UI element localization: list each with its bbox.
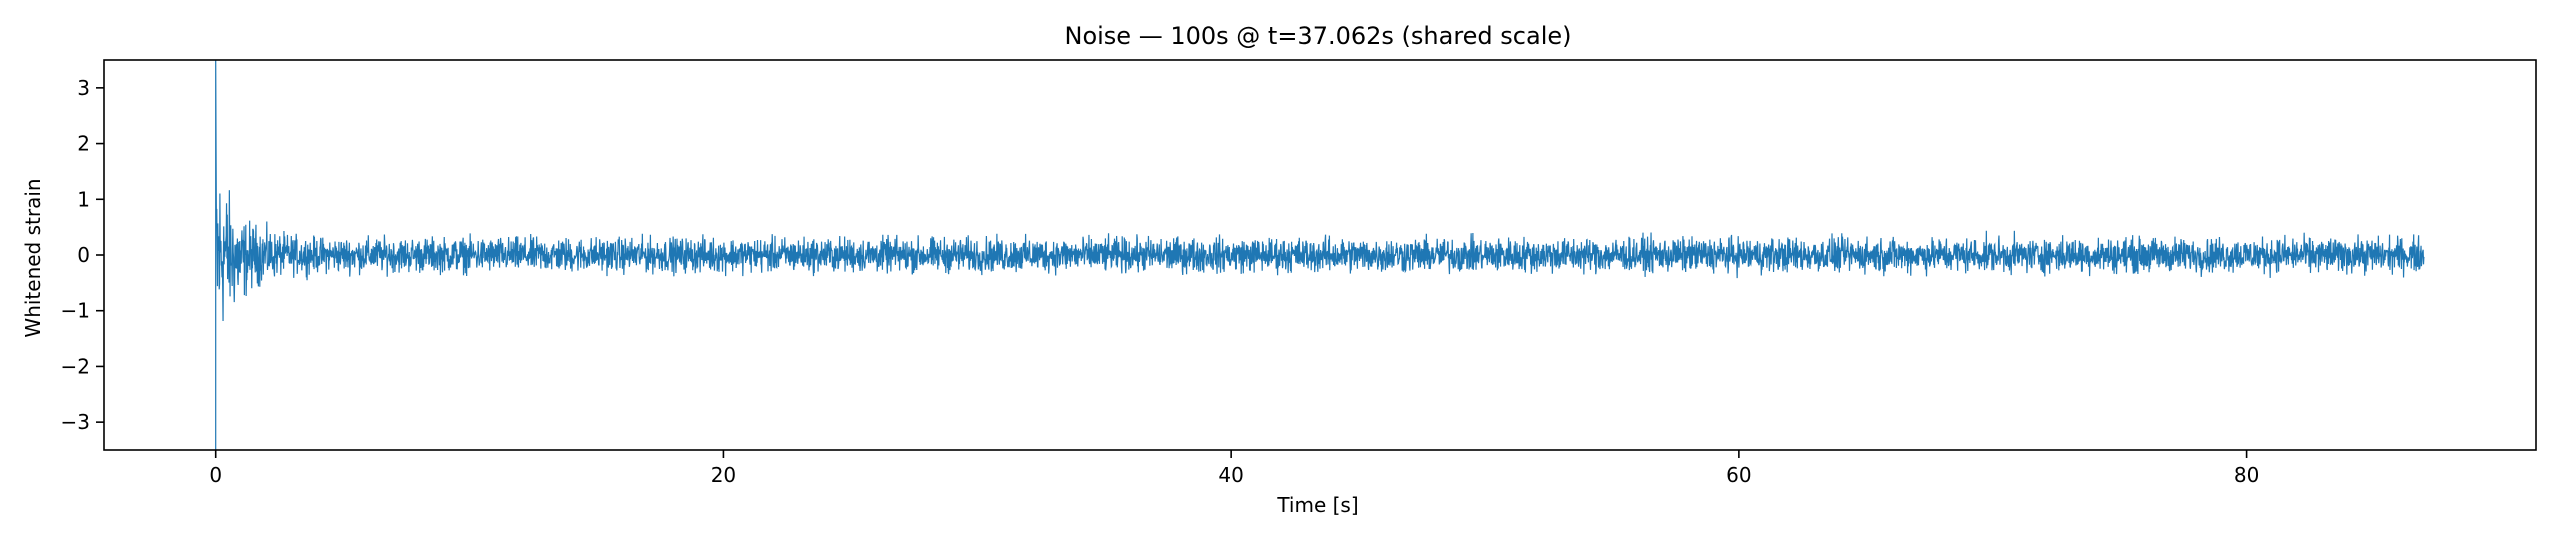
y-tick-label: −3 [61, 410, 90, 434]
x-axis-ticks: 0 20 40 60 80 [209, 450, 2259, 487]
series-layer [215, 59, 2425, 450]
y-tick-label: 1 [77, 187, 90, 211]
x-tick-label: 80 [2234, 463, 2259, 487]
y-axis-ticks: −3 −2 −1 0 1 2 3 [61, 76, 104, 434]
y-axis-label: Whitened strain [21, 178, 45, 337]
series-line [215, 59, 2425, 450]
y-tick-label: 3 [77, 76, 90, 100]
x-tick-label: 20 [711, 463, 736, 487]
x-tick-label: 40 [1218, 463, 1243, 487]
plot-area: 0 20 40 60 80 −3 −2 −1 0 1 2 3 [61, 59, 2537, 487]
x-axis-label: Time [s] [1276, 493, 1358, 517]
y-tick-label: −1 [61, 299, 90, 323]
y-tick-label: −2 [61, 354, 90, 378]
y-tick-label: 0 [77, 243, 90, 267]
chart-title: Noise — 100s @ t=37.062s (shared scale) [1065, 22, 1572, 50]
x-tick-label: 60 [1726, 463, 1751, 487]
x-tick-label: 0 [209, 463, 222, 487]
y-tick-label: 2 [77, 132, 90, 156]
